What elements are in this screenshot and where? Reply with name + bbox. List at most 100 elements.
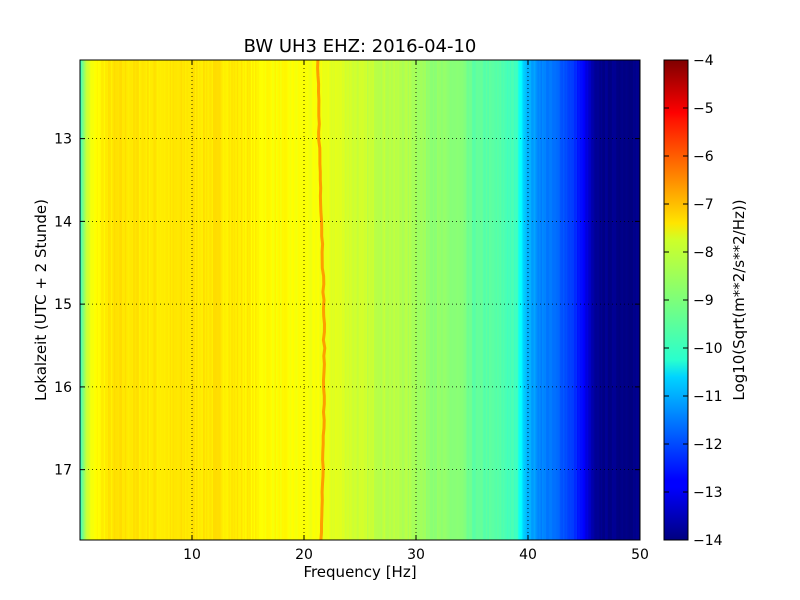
heatmap-column — [577, 60, 579, 540]
heatmap-column — [631, 60, 634, 540]
y-tick-label: 15 — [54, 297, 72, 313]
heatmap-column — [211, 60, 214, 540]
heatmap-column — [542, 60, 544, 540]
heatmap-column — [267, 60, 270, 540]
heatmap-column — [477, 60, 480, 540]
heatmap-column — [269, 60, 271, 540]
heatmap-column — [112, 60, 114, 540]
heatmap-column — [473, 60, 476, 540]
heatmap-column — [103, 60, 106, 540]
heatmap-column — [579, 60, 582, 540]
heatmap-column — [423, 60, 425, 540]
heatmap-column — [529, 60, 532, 540]
heatmap-column — [523, 60, 526, 540]
heatmap-column — [389, 60, 392, 540]
heatmap-column — [330, 60, 333, 540]
heatmap-column — [348, 60, 351, 540]
heatmap-column — [297, 60, 299, 540]
heatmap-column — [151, 60, 154, 540]
heatmap-column — [617, 60, 620, 540]
heatmap-column — [368, 60, 371, 540]
heatmap-column — [371, 60, 373, 540]
heatmap-column — [612, 60, 614, 540]
heatmap-area — [80, 60, 641, 540]
heatmap-column — [571, 60, 574, 540]
heatmap-column — [442, 60, 445, 540]
heatmap-column — [467, 60, 470, 540]
heatmap-column — [607, 60, 610, 540]
heatmap-column — [595, 60, 597, 540]
heatmap-column — [420, 60, 422, 540]
heatmap-column — [623, 60, 625, 540]
heatmap-column — [228, 60, 231, 540]
heatmap-column — [462, 60, 464, 540]
x-axis-label: Frequency [Hz] — [303, 563, 416, 581]
heatmap-column — [106, 60, 109, 540]
heatmap-column — [404, 60, 407, 540]
heatmap-column — [511, 60, 513, 540]
heatmap-column — [367, 60, 369, 540]
heatmap-column — [476, 60, 478, 540]
heatmap-column — [483, 60, 485, 540]
heatmap-column — [140, 60, 142, 540]
heatmap-column — [441, 60, 443, 540]
heatmap-column — [530, 60, 533, 540]
heatmap-column — [206, 60, 208, 540]
heatmap-column — [120, 60, 123, 540]
heatmap-column — [80, 60, 82, 540]
heatmap-column — [243, 60, 246, 540]
heatmap-column — [221, 60, 224, 540]
colorbar-tick-label: −4 — [693, 53, 714, 69]
heatmap-column — [346, 60, 348, 540]
heatmap-column — [101, 60, 103, 540]
colorbar-tick-label: −8 — [693, 245, 714, 261]
spectral-line — [316, 59, 327, 541]
heatmap-column — [344, 60, 347, 540]
heatmap-column — [207, 60, 210, 540]
heatmap-column — [494, 60, 497, 540]
heatmap-column — [628, 60, 631, 540]
heatmap-column — [291, 60, 294, 540]
heatmap-column — [514, 60, 516, 540]
heatmap-column — [92, 60, 95, 540]
heatmap-column — [285, 60, 288, 540]
x-tick-label: 30 — [407, 547, 425, 563]
colorbar-tick-label: −5 — [693, 101, 714, 117]
heatmap-column — [81, 60, 84, 540]
heatmap-column — [222, 60, 225, 540]
heatmap-column — [246, 60, 249, 540]
heatmap-column — [213, 60, 215, 540]
heatmap-column — [521, 60, 523, 540]
heatmap-column — [361, 60, 364, 540]
heatmap-column — [162, 60, 165, 540]
heatmap-column — [634, 60, 637, 540]
heatmap-column — [515, 60, 518, 540]
heatmap-column — [187, 60, 190, 540]
y-tick-label: 13 — [54, 132, 72, 148]
heatmap-column — [432, 60, 435, 540]
heatmap-column — [190, 60, 193, 540]
heatmap-column — [614, 60, 617, 540]
heatmap-column — [137, 60, 140, 540]
heatmap-column — [560, 60, 562, 540]
heatmap-column — [200, 60, 203, 540]
heatmap-column — [609, 60, 611, 540]
heatmap-column — [180, 60, 183, 540]
heatmap-column — [130, 60, 133, 540]
heatmap-column — [302, 60, 305, 540]
heatmap-column — [375, 60, 378, 540]
heatmap-column — [292, 60, 295, 540]
heatmap-column — [248, 60, 250, 540]
heatmap-column — [402, 60, 404, 540]
heatmap-column — [129, 60, 131, 540]
heatmap-column — [411, 60, 414, 540]
heatmap-column — [479, 60, 481, 540]
heatmap-column — [172, 60, 175, 540]
heatmap-column — [507, 60, 509, 540]
x-axis: 10 20 30 40 50 — [183, 60, 649, 563]
heatmap-column — [417, 60, 420, 540]
y-tick-label: 17 — [54, 463, 72, 479]
heatmap-column — [334, 60, 337, 540]
heatmap-column — [199, 60, 201, 540]
heatmap-column — [543, 60, 546, 540]
